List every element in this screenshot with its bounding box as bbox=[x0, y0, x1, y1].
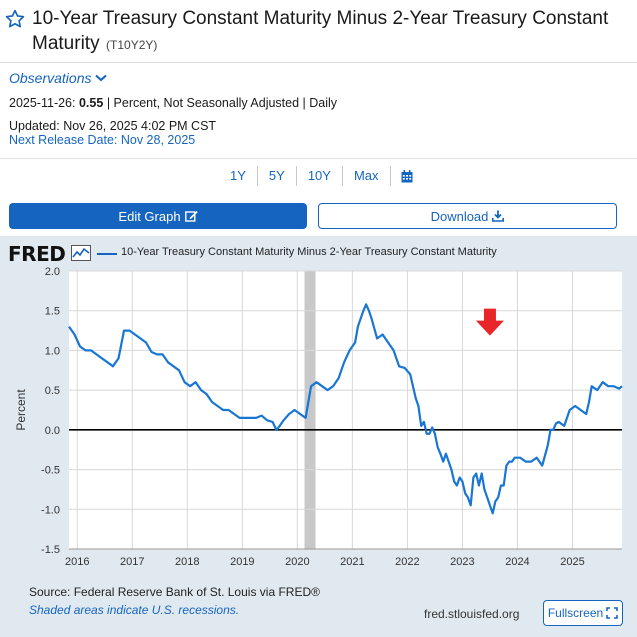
series-line bbox=[68, 303, 623, 515]
y-tick-label: -1.0 bbox=[41, 504, 60, 516]
series-code: (T10Y2Y) bbox=[106, 38, 158, 52]
range-1y-button[interactable]: 1Y bbox=[219, 166, 258, 186]
chart-area: FRED 10-Year Treasury Constant Maturity … bbox=[0, 236, 637, 637]
graph-icon bbox=[71, 245, 91, 261]
download-icon bbox=[492, 210, 505, 222]
x-tick-label: 2024 bbox=[505, 556, 529, 568]
fred-url: fred.stlouisfed.org bbox=[424, 607, 520, 621]
x-tick-label: 2019 bbox=[230, 556, 254, 568]
y-tick-label: 0.5 bbox=[45, 385, 60, 397]
x-tick-label: 2016 bbox=[65, 556, 89, 568]
x-tick-label: 2021 bbox=[340, 556, 364, 568]
recession-note: Shaded areas indicate U.S. recessions. bbox=[29, 603, 240, 617]
y-tick-label: -1.5 bbox=[41, 544, 60, 556]
observation-line: 2025-11-26: 0.55 | Percent, Not Seasonal… bbox=[9, 96, 628, 110]
source-text: Source: Federal Reserve Bank of St. Loui… bbox=[29, 585, 320, 599]
observation-detail: | Percent, Not Seasonally Adjusted | Dai… bbox=[106, 96, 338, 110]
page-title: 10-Year Treasury Constant Maturity Minus… bbox=[32, 6, 631, 56]
legend-label: 10-Year Treasury Constant Maturity Minus… bbox=[121, 246, 497, 258]
edit-graph-button[interactable]: Edit Graph bbox=[9, 203, 307, 229]
x-tick-label: 2023 bbox=[450, 556, 474, 568]
fullscreen-label: Fullscreen bbox=[547, 606, 604, 620]
chart-svg: 2.0 1.5 1.0 0.5 0.0 -0.5 -1.0 -1.5 2016 2017 2018 2… bbox=[14, 266, 623, 568]
range-5y-button[interactable]: 5Y bbox=[258, 166, 297, 186]
observation-date: 2025-11-26: bbox=[9, 96, 76, 110]
chevron-down-icon bbox=[95, 74, 108, 82]
calendar-button[interactable] bbox=[391, 169, 423, 183]
x-tick-label: 2017 bbox=[120, 556, 144, 568]
legend-line bbox=[97, 253, 117, 255]
star-icon[interactable] bbox=[4, 8, 26, 30]
recession-band bbox=[304, 271, 316, 549]
y-axis-title: Percent bbox=[14, 389, 28, 431]
observations-toggle[interactable]: Observations bbox=[9, 70, 108, 86]
range-max-button[interactable]: Max bbox=[343, 166, 391, 186]
download-label: Download bbox=[430, 208, 489, 224]
fullscreen-icon bbox=[606, 607, 618, 619]
observations-label: Observations bbox=[9, 70, 92, 86]
calendar-icon bbox=[401, 169, 413, 182]
fred-logo: FRED bbox=[8, 242, 66, 266]
y-tick-label: 1.5 bbox=[45, 306, 60, 318]
edit-icon bbox=[184, 211, 198, 222]
x-tick-label: 2025 bbox=[560, 556, 584, 568]
fullscreen-button[interactable]: Fullscreen bbox=[543, 600, 623, 626]
range-selector-row: 1Y 5Y 10Y Max bbox=[0, 158, 637, 186]
observation-value: 0.55 bbox=[78, 96, 104, 110]
y-tick-label: -0.5 bbox=[41, 465, 60, 477]
down-arrow-annotation bbox=[475, 308, 504, 336]
x-tick-label: 2022 bbox=[395, 556, 419, 568]
x-tick-label: 2020 bbox=[285, 556, 309, 568]
series-header: 10-Year Treasury Constant Maturity Minus… bbox=[0, 0, 637, 62]
range-buttons: 1Y 5Y 10Y Max bbox=[219, 159, 423, 189]
y-tick-label: 0.0 bbox=[45, 425, 60, 437]
next-release-text: Next Release Date: Nov 28, 2025 bbox=[9, 133, 196, 147]
y-tick-label: 1.0 bbox=[45, 345, 60, 357]
range-10y-button[interactable]: 10Y bbox=[297, 166, 343, 186]
x-tick-label: 2018 bbox=[175, 556, 199, 568]
edit-graph-label: Edit Graph bbox=[118, 208, 181, 224]
y-tick-label: 2.0 bbox=[45, 266, 60, 278]
observations-panel: Observations 2025-11-26: 0.55 | Percent,… bbox=[0, 62, 637, 236]
download-button[interactable]: Download bbox=[318, 203, 617, 229]
updated-text: Updated: Nov 26, 2025 4:02 PM CST bbox=[9, 119, 217, 133]
plot-background bbox=[69, 271, 622, 549]
series-title: 10-Year Treasury Constant Maturity Minus… bbox=[32, 8, 609, 54]
